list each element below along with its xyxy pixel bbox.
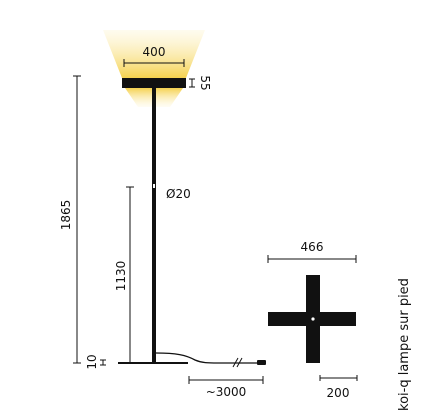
- head-diameter-label: 400: [143, 45, 166, 59]
- cable-break-mark-2: [236, 357, 243, 368]
- cable-break-mark-1: [232, 357, 239, 368]
- base-span-label: 466: [301, 240, 324, 254]
- head-diameter-dimension: 400: [123, 45, 185, 67]
- lamp-base-side: [118, 362, 188, 364]
- light-glow-upper: [103, 30, 205, 78]
- power-cable: [155, 352, 260, 364]
- pole-switch-marker: [153, 184, 155, 188]
- base-height-dimension: 10: [85, 354, 106, 370]
- cable-length-label: ~3000: [206, 385, 247, 399]
- base-arm-width-dimension: 200: [319, 375, 358, 400]
- lamp-base-top-view: [268, 275, 356, 363]
- head-height-label: 55: [198, 75, 212, 90]
- lamp-pole: [152, 88, 156, 363]
- base-arm-width-label: 200: [327, 386, 350, 400]
- cable-plug: [257, 360, 266, 365]
- switch-height-dimension: 1130: [114, 186, 134, 364]
- product-title: koi-q lampe sur pied: [397, 278, 412, 411]
- base-height-label: 10: [85, 354, 99, 369]
- pole-diameter-label: Ø20: [166, 187, 191, 201]
- total-height-label: 1865: [59, 200, 73, 231]
- lamp-head: [122, 78, 186, 88]
- switch-height-label: 1130: [114, 261, 128, 292]
- base-span-dimension: 466: [267, 240, 357, 263]
- cable-length-dimension: ~3000: [188, 376, 264, 399]
- head-height-dimension: 55: [189, 75, 212, 91]
- total-height-dimension: 1865: [59, 75, 81, 364]
